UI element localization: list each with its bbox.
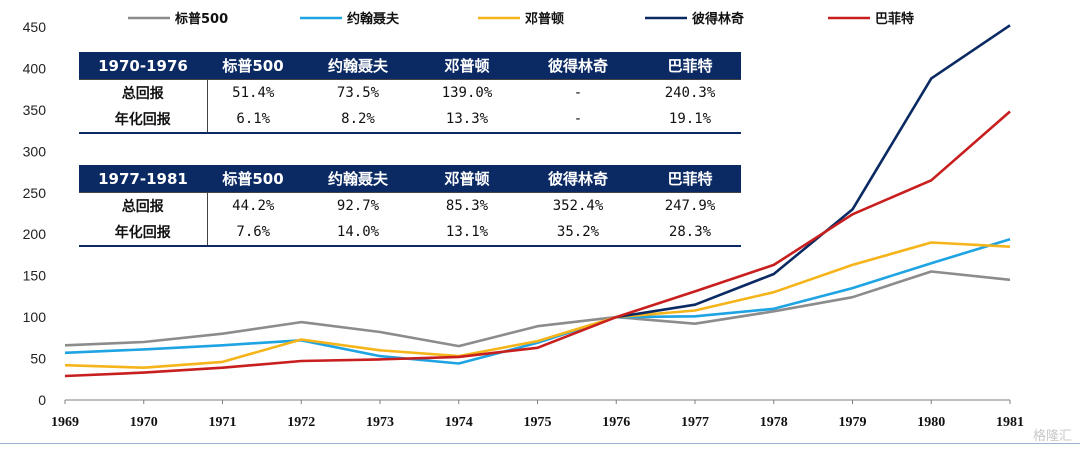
templeton-header: 邓普顿 bbox=[417, 52, 517, 80]
neff-header: 约翰聂夫 bbox=[299, 52, 417, 80]
legend-label: 彼得林奇 bbox=[692, 11, 744, 27]
y-tick-label: 450 bbox=[23, 19, 47, 35]
y-tick-label: 400 bbox=[23, 60, 47, 76]
legend-label: 巴菲特 bbox=[875, 11, 914, 27]
chart-legend: 标普500 约翰聂夫 邓普顿 彼得林奇 巴菲特 bbox=[128, 11, 914, 27]
legend-label: 标普500 bbox=[174, 11, 228, 27]
y-tick-label: 150 bbox=[23, 268, 47, 284]
buffett-header: 巴菲特 bbox=[639, 52, 741, 80]
x-tick-label: 1981 bbox=[996, 415, 1024, 430]
returns-table-1977-1981: 1977-1981 标普500 约翰聂夫 邓普顿 彼得林奇 巴菲特 总回报 44… bbox=[79, 165, 741, 247]
series-line bbox=[64, 110, 1011, 378]
x-tick-label: 1977 bbox=[681, 415, 709, 430]
x-tick-label: 1971 bbox=[209, 415, 237, 430]
y-tick-label: 200 bbox=[23, 226, 47, 242]
table-cell: 51.4% bbox=[206, 79, 299, 106]
series-line bbox=[64, 270, 1011, 348]
x-tick-label: 1969 bbox=[51, 415, 79, 430]
table-cell: - bbox=[517, 79, 639, 106]
watermark-logo: 格隆汇 bbox=[1032, 429, 1072, 444]
table-cell: 7.6% bbox=[206, 219, 299, 247]
x-tick-label: 1970 bbox=[130, 415, 158, 430]
series-lines bbox=[64, 24, 1011, 378]
x-tick-label: 1974 bbox=[445, 415, 473, 430]
x-tick-label: 1975 bbox=[524, 415, 552, 430]
x-tick-label: 1976 bbox=[602, 415, 630, 430]
table-cell: 92.7% bbox=[299, 192, 417, 219]
x-tick-label: 1979 bbox=[839, 415, 867, 430]
table-row: 年化回报 6.1% 8.2% 13.3% - 19.1% bbox=[79, 106, 741, 134]
buffett-header: 巴菲特 bbox=[639, 165, 741, 193]
x-tick-label: 1973 bbox=[366, 415, 394, 430]
series-line bbox=[616, 24, 1011, 319]
table-header-row: 1970-1976 标普500 约翰聂夫 邓普顿 彼得林奇 巴菲特 bbox=[79, 52, 741, 80]
table-cell: 85.3% bbox=[417, 192, 517, 219]
table-cell: 240.3% bbox=[639, 79, 741, 106]
table-cell: 44.2% bbox=[206, 192, 299, 219]
table-row: 总回报 44.2% 92.7% 85.3% 352.4% 247.9% bbox=[79, 192, 741, 219]
bottom-rule bbox=[0, 443, 1080, 444]
x-tick-label: 1980 bbox=[917, 415, 945, 430]
y-axis: 0 50 100 150 200 250 300 350 400 450 bbox=[23, 19, 47, 408]
series-line bbox=[64, 241, 1011, 369]
table-cell: 28.3% bbox=[639, 219, 741, 247]
sp500-header: 标普500 bbox=[207, 165, 299, 193]
table-row: 年化回报 7.6% 14.0% 13.1% 35.2% 28.3% bbox=[79, 219, 741, 247]
row-label: 年化回报 bbox=[79, 106, 207, 134]
returns-table-1970-1976: 1970-1976 标普500 约翰聂夫 邓普顿 彼得林奇 巴菲特 总回报 51… bbox=[79, 52, 741, 134]
y-tick-label: 50 bbox=[30, 351, 46, 367]
x-tick-label: 1972 bbox=[287, 415, 315, 430]
y-tick-label: 300 bbox=[23, 143, 47, 159]
y-tick-label: 0 bbox=[38, 392, 46, 408]
period-header: 1970-1976 bbox=[79, 52, 207, 80]
x-tick-label: 1978 bbox=[760, 415, 788, 430]
row-label: 总回报 bbox=[79, 79, 207, 106]
table-cell: 73.5% bbox=[299, 79, 417, 106]
table-header-row: 1977-1981 标普500 约翰聂夫 邓普顿 彼得林奇 巴菲特 bbox=[79, 165, 741, 193]
table-cell: 6.1% bbox=[206, 106, 299, 134]
series-line bbox=[64, 237, 1011, 365]
lynch-header: 彼得林奇 bbox=[517, 52, 639, 80]
x-axis: 1969 1970 1971 1972 1973 1974 1975 1976 1977 1978… bbox=[51, 399, 1024, 430]
table-row: 总回报 51.4% 73.5% 139.0% - 240.3% bbox=[79, 79, 741, 106]
period-header: 1977-1981 bbox=[79, 165, 207, 193]
neff-header: 约翰聂夫 bbox=[299, 165, 417, 193]
y-tick-label: 350 bbox=[23, 102, 47, 118]
table-cell: 352.4% bbox=[517, 192, 639, 219]
row-label: 总回报 bbox=[79, 192, 207, 219]
table-cell: 13.3% bbox=[417, 106, 517, 134]
y-tick-label: 250 bbox=[23, 185, 47, 201]
table-cell: 35.2% bbox=[517, 219, 639, 247]
table-cell: 247.9% bbox=[639, 192, 741, 219]
table-cell: 13.1% bbox=[417, 219, 517, 247]
table-cell: 8.2% bbox=[299, 106, 417, 134]
table-cell: 19.1% bbox=[639, 106, 741, 134]
table-cell: 139.0% bbox=[417, 79, 517, 106]
legend-label: 约翰聂夫 bbox=[347, 11, 400, 27]
legend-label: 邓普顿 bbox=[525, 11, 564, 27]
y-tick-label: 100 bbox=[23, 309, 47, 325]
templeton-header: 邓普顿 bbox=[417, 165, 517, 193]
table-cell: 14.0% bbox=[299, 219, 417, 247]
table-cell: - bbox=[517, 106, 639, 134]
sp500-header: 标普500 bbox=[207, 52, 299, 80]
lynch-header: 彼得林奇 bbox=[517, 165, 639, 193]
row-label: 年化回报 bbox=[79, 219, 207, 247]
